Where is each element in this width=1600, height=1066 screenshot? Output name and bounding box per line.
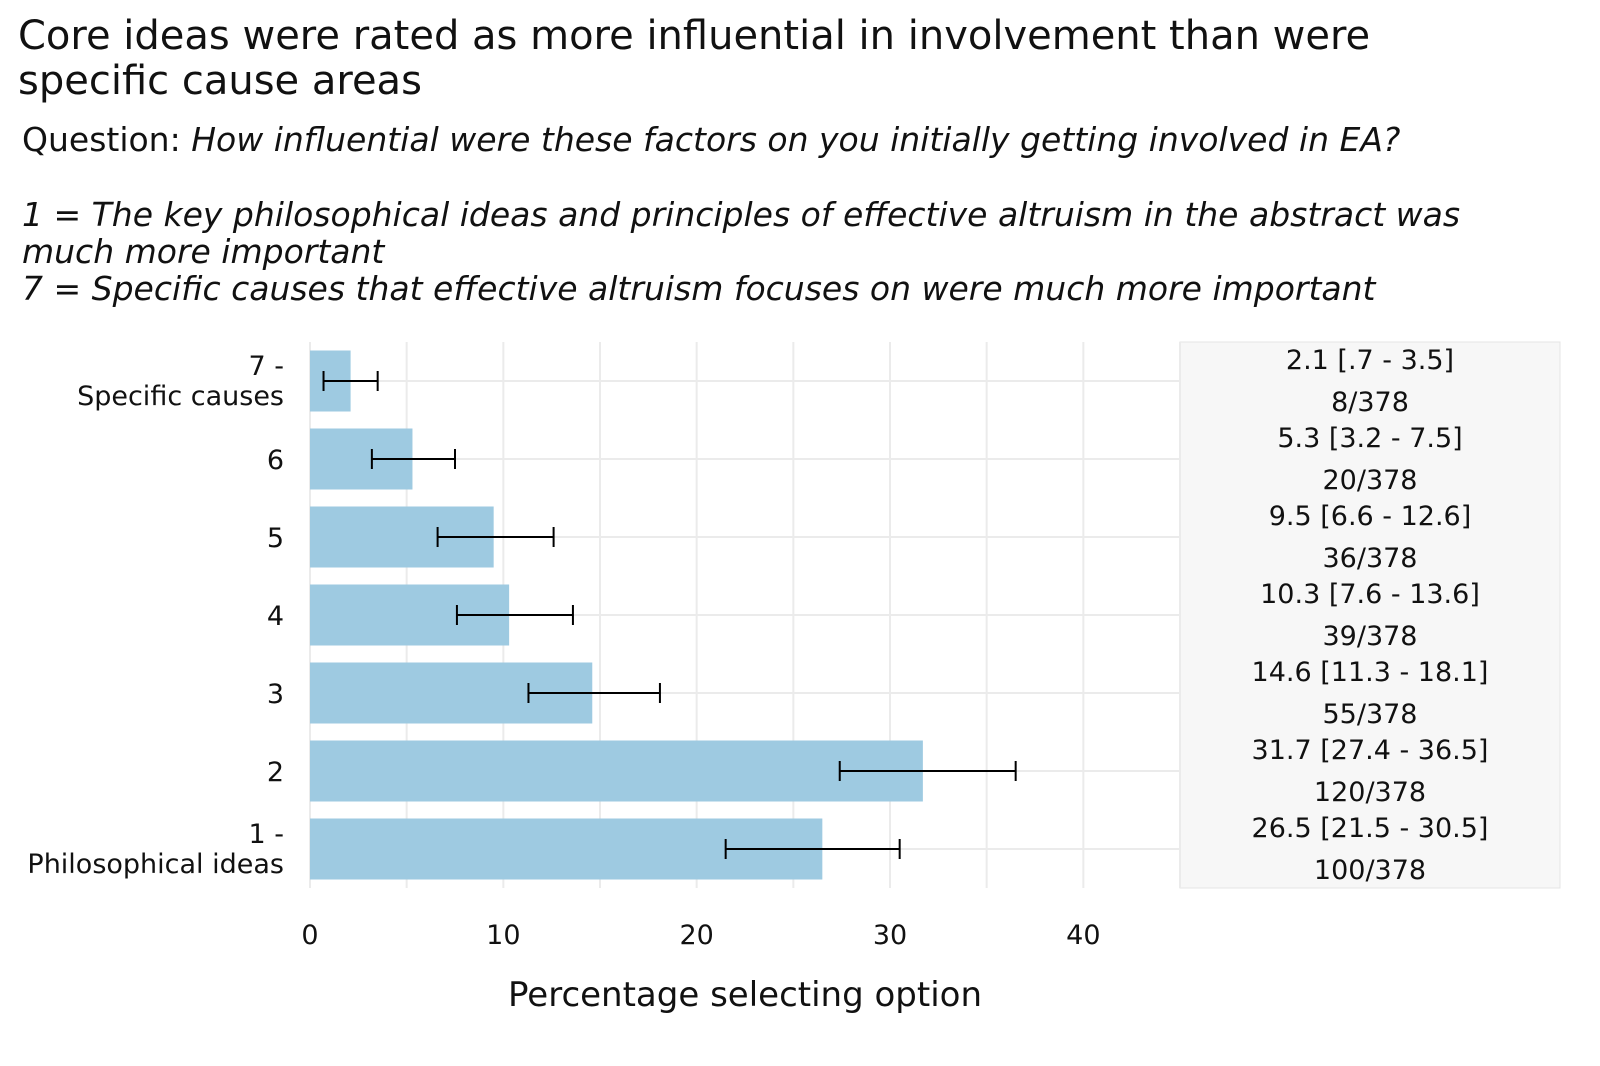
- x-axis-label: Percentage selecting option: [508, 975, 982, 1015]
- scale-low-description: 1 = The key philosophical ideas and prin…: [22, 195, 1461, 271]
- x-tick-label: 0: [301, 920, 318, 951]
- annotation-estimate: 5.3 [3.2 - 7.5]: [1277, 423, 1462, 454]
- chart-title: Core ideas were rated as more influentia…: [18, 13, 1371, 104]
- x-tick-label: 10: [486, 920, 520, 951]
- annotation-count: 120/378: [1314, 777, 1426, 808]
- annotation-panel: [1179, 341, 1561, 889]
- annotation-estimate: 2.1 [.7 - 3.5]: [1286, 345, 1454, 376]
- question-label: Question:: [22, 120, 192, 159]
- y-tick-label: 7 -Specific causes: [77, 351, 284, 412]
- annotation-estimate: 26.5 [21.5 - 30.5]: [1252, 813, 1489, 844]
- x-tick-label: 20: [679, 920, 713, 951]
- annotation-estimate: 10.3 [7.6 - 13.6]: [1260, 579, 1480, 610]
- annotation-count: 100/378: [1314, 855, 1426, 886]
- y-tick-label: 6: [267, 445, 284, 476]
- y-tick-label: 3: [267, 679, 284, 710]
- question-text: How influential were these factors on yo…: [191, 120, 1401, 159]
- question-line: Question: How influential were these fac…: [22, 120, 1400, 160]
- annotation-estimate: 9.5 [6.6 - 12.6]: [1269, 501, 1472, 532]
- y-tick-label: 4: [267, 601, 284, 632]
- y-tick-label: 2: [267, 757, 284, 788]
- bar: [310, 740, 923, 802]
- annotation-count: 39/378: [1323, 621, 1418, 652]
- y-tick-label: 1 -Philosophical ideas: [27, 819, 284, 880]
- annotation-count: 8/378: [1331, 387, 1409, 418]
- annotation-count: 36/378: [1323, 543, 1418, 574]
- annotation-count: 20/378: [1323, 465, 1418, 496]
- scale-high-description: 7 = Specific causes that effective altru…: [22, 269, 1376, 308]
- annotation-estimate: 14.6 [11.3 - 18.1]: [1252, 657, 1489, 688]
- x-tick-label: 30: [873, 920, 907, 951]
- annotation-count: 55/378: [1323, 699, 1418, 730]
- annotation-estimate: 31.7 [27.4 - 36.5]: [1252, 735, 1489, 766]
- scale-description: 1 = The key philosophical ideas and prin…: [22, 196, 1502, 307]
- y-tick-label: 5: [267, 523, 284, 554]
- x-tick-label: 40: [1066, 920, 1100, 951]
